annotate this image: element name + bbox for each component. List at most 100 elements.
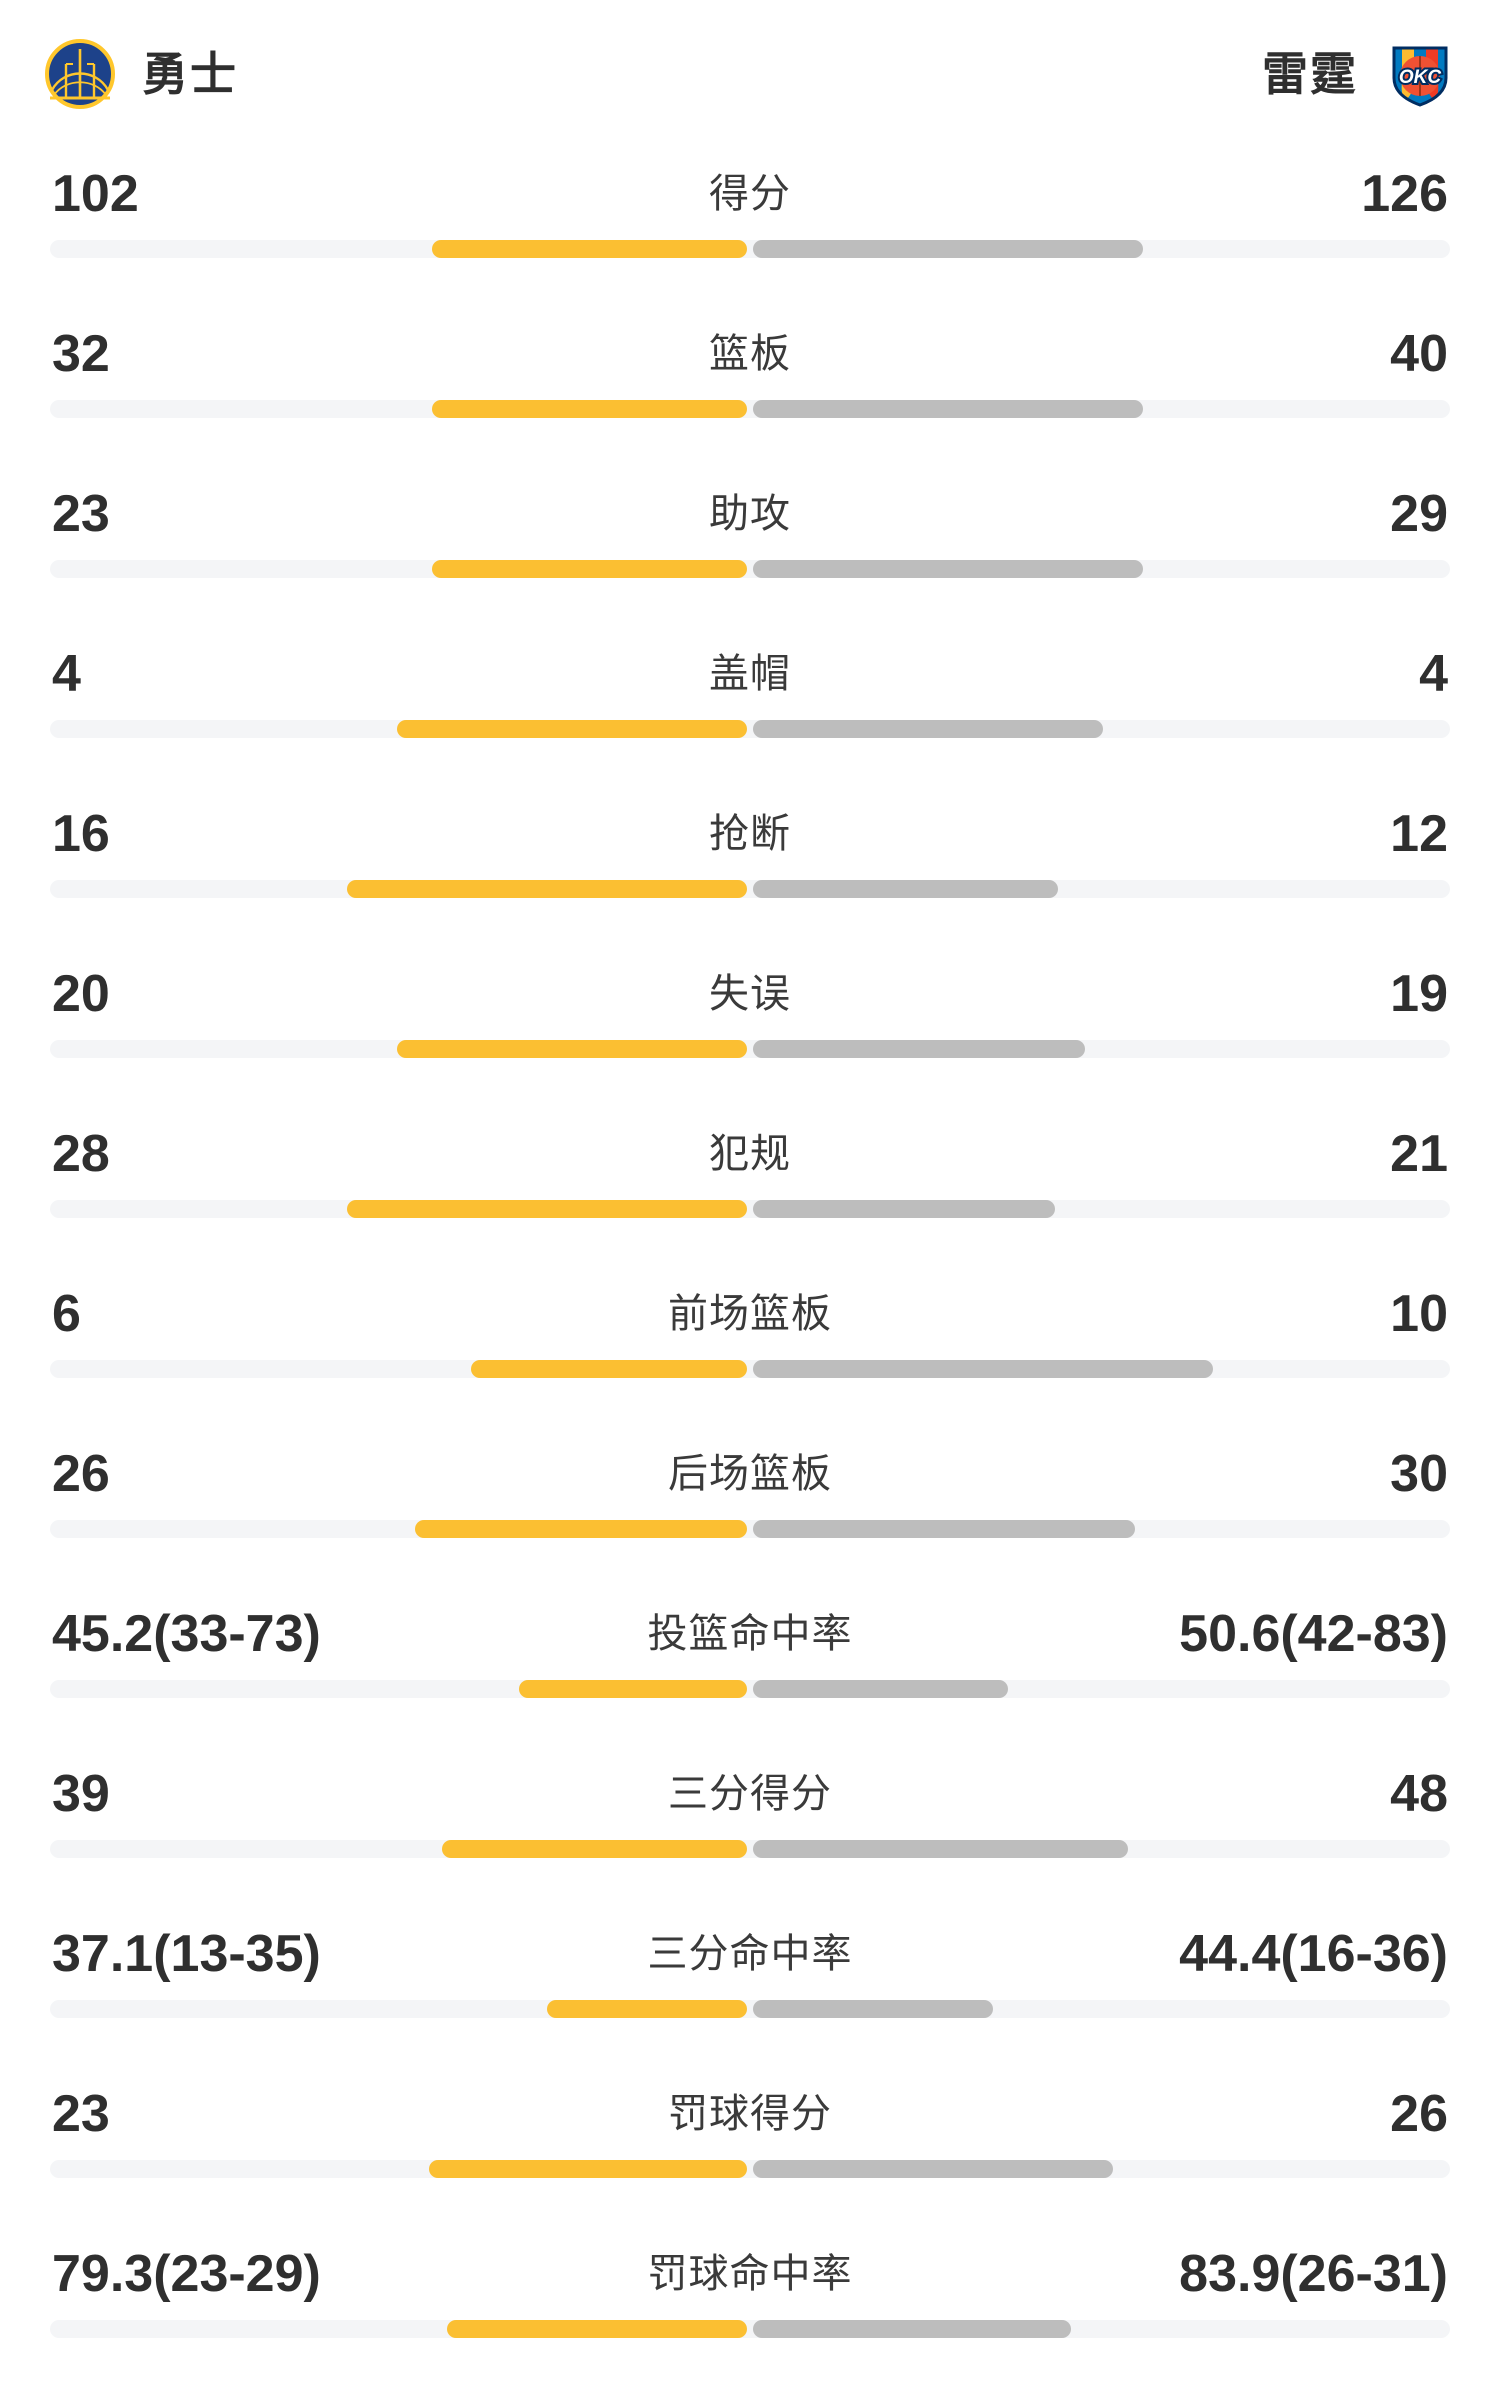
away-stat-value: 126 bbox=[1361, 165, 1448, 223]
stats-list: 102 126 得分 32 40 篮板 23 29 助攻 4 4 盖帽 16 12 抢断 20 19 失误 28 21… bbox=[0, 148, 1500, 2388]
stat-row: 39 48 三分得分 bbox=[50, 1748, 1450, 1908]
stat-row: 16 12 抢断 bbox=[50, 788, 1450, 948]
warriors-logo bbox=[44, 38, 116, 110]
stat-bar-track bbox=[50, 1200, 1450, 1218]
stat-values: 32 40 bbox=[50, 308, 1450, 400]
stat-row: 37.1(13-35) 44.4(16-36) 三分命中率 bbox=[50, 1908, 1450, 2068]
home-stat-bar bbox=[519, 1680, 747, 1698]
stat-values: 37.1(13-35) 44.4(16-36) bbox=[50, 1908, 1450, 2000]
away-stat-bar bbox=[753, 880, 1058, 898]
home-stat-value: 32 bbox=[52, 325, 110, 383]
thunder-logo: OKC bbox=[1384, 38, 1456, 110]
away-stat-value: 30 bbox=[1390, 1445, 1448, 1503]
stat-values: 23 26 bbox=[50, 2068, 1450, 2160]
home-team-name: 勇士 bbox=[142, 48, 238, 100]
away-stat-value: 19 bbox=[1390, 965, 1448, 1023]
home-stat-bar bbox=[432, 400, 747, 418]
away-stat-value: 12 bbox=[1390, 805, 1448, 863]
home-stat-bar bbox=[429, 2160, 747, 2178]
away-stat-value: 48 bbox=[1390, 1765, 1448, 1823]
stat-values: 102 126 bbox=[50, 148, 1450, 240]
stat-values: 28 21 bbox=[50, 1108, 1450, 1200]
away-stat-bar bbox=[753, 1840, 1128, 1858]
stat-bar-track bbox=[50, 1680, 1450, 1698]
stat-row: 45.2(33-73) 50.6(42-83) 投篮命中率 bbox=[50, 1588, 1450, 1748]
home-stat-value: 39 bbox=[52, 1765, 110, 1823]
stat-bar-track bbox=[50, 1360, 1450, 1378]
home-stat-value: 16 bbox=[52, 805, 110, 863]
stat-bar-track bbox=[50, 720, 1450, 738]
stat-values: 79.3(23-29) 83.9(26-31) bbox=[50, 2228, 1450, 2320]
away-stat-value: 10 bbox=[1390, 1285, 1448, 1343]
away-stat-value: 44.4(16-36) bbox=[1179, 1925, 1448, 1983]
away-stat-bar bbox=[753, 400, 1143, 418]
home-stat-value: 45.2(33-73) bbox=[52, 1605, 321, 1663]
away-team[interactable]: OKC 雷霆 bbox=[1262, 38, 1456, 110]
stat-bar-track bbox=[50, 2160, 1450, 2178]
home-stat-value: 6 bbox=[52, 1285, 81, 1343]
home-stat-value: 20 bbox=[52, 965, 110, 1023]
stat-values: 26 30 bbox=[50, 1428, 1450, 1520]
away-stat-bar bbox=[753, 1360, 1213, 1378]
stat-bar-track bbox=[50, 240, 1450, 258]
stat-row: 79.3(23-29) 83.9(26-31) 罚球命中率 bbox=[50, 2228, 1450, 2388]
home-stat-value: 79.3(23-29) bbox=[52, 2245, 321, 2303]
away-stat-value: 29 bbox=[1390, 485, 1448, 543]
away-stat-bar bbox=[753, 2000, 993, 2018]
stat-row: 20 19 失误 bbox=[50, 948, 1450, 1108]
away-stat-value: 40 bbox=[1390, 325, 1448, 383]
away-stat-value: 21 bbox=[1390, 1125, 1448, 1183]
stat-row: 32 40 篮板 bbox=[50, 308, 1450, 468]
home-stat-bar bbox=[447, 2320, 747, 2338]
home-stat-bar bbox=[432, 240, 747, 258]
home-stat-bar bbox=[347, 880, 747, 898]
stat-values: 20 19 bbox=[50, 948, 1450, 1040]
stat-bar-track bbox=[50, 2320, 1450, 2338]
away-stat-value: 4 bbox=[1419, 645, 1448, 703]
stat-row: 26 30 后场篮板 bbox=[50, 1428, 1450, 1588]
home-stat-value: 102 bbox=[52, 165, 139, 223]
away-stat-bar bbox=[753, 720, 1103, 738]
away-stat-value: 83.9(26-31) bbox=[1179, 2245, 1448, 2303]
away-stat-bar bbox=[753, 1040, 1085, 1058]
away-stat-value: 50.6(42-83) bbox=[1179, 1605, 1448, 1663]
home-stat-value: 4 bbox=[52, 645, 81, 703]
stat-row: 6 10 前场篮板 bbox=[50, 1268, 1450, 1428]
away-stat-value: 26 bbox=[1390, 2085, 1448, 2143]
stat-values: 23 29 bbox=[50, 468, 1450, 560]
home-stat-bar bbox=[397, 1040, 747, 1058]
home-stat-bar bbox=[397, 720, 747, 738]
stat-bar-track bbox=[50, 400, 1450, 418]
teams-header: 勇士 OKC 雷霆 bbox=[0, 0, 1500, 148]
home-stat-bar bbox=[471, 1360, 747, 1378]
stat-row: 23 29 助攻 bbox=[50, 468, 1450, 628]
home-team[interactable]: 勇士 bbox=[44, 38, 238, 110]
home-stat-bar bbox=[347, 1200, 747, 1218]
stat-row: 4 4 盖帽 bbox=[50, 628, 1450, 788]
home-stat-value: 28 bbox=[52, 1125, 110, 1183]
stat-bar-track bbox=[50, 2000, 1450, 2018]
away-stat-bar bbox=[753, 1200, 1055, 1218]
svg-text:OKC: OKC bbox=[1399, 67, 1442, 88]
home-stat-bar bbox=[432, 560, 747, 578]
stat-bar-track bbox=[50, 880, 1450, 898]
home-stat-bar bbox=[442, 1840, 747, 1858]
stat-row: 28 21 犯规 bbox=[50, 1108, 1450, 1268]
stat-bar-track bbox=[50, 560, 1450, 578]
away-stat-bar bbox=[753, 2320, 1071, 2338]
stat-values: 6 10 bbox=[50, 1268, 1450, 1360]
stat-bar-track bbox=[50, 1520, 1450, 1538]
stat-row: 102 126 得分 bbox=[50, 148, 1450, 308]
stat-row: 23 26 罚球得分 bbox=[50, 2068, 1450, 2228]
home-stat-value: 26 bbox=[52, 1445, 110, 1503]
stat-values: 16 12 bbox=[50, 788, 1450, 880]
stat-values: 39 48 bbox=[50, 1748, 1450, 1840]
away-stat-bar bbox=[753, 560, 1143, 578]
away-stat-bar bbox=[753, 240, 1143, 258]
away-stat-bar bbox=[753, 1520, 1135, 1538]
home-stat-bar bbox=[415, 1520, 747, 1538]
away-stat-bar bbox=[753, 2160, 1113, 2178]
stat-bar-track bbox=[50, 1840, 1450, 1858]
